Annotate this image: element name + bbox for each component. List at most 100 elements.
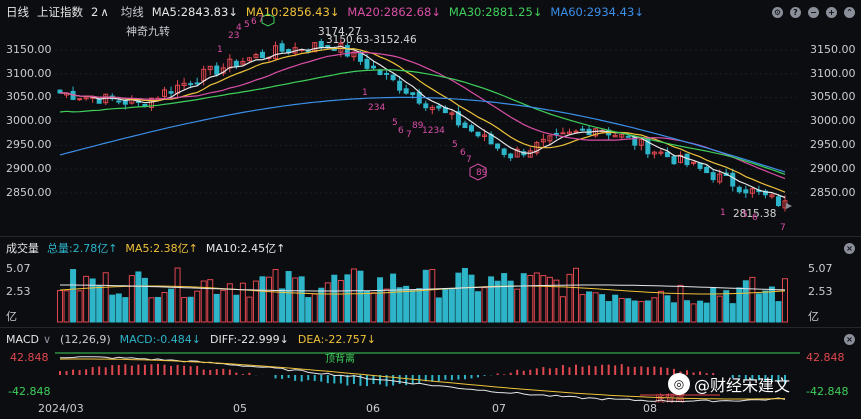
candle-body — [449, 112, 455, 115]
price-tick: 2950.00 — [6, 138, 52, 151]
help-icon[interactable]: ? — [790, 6, 801, 18]
volume-bar — [703, 302, 710, 323]
candle-body — [468, 125, 474, 132]
volume-bar — [651, 297, 658, 323]
candle-body — [318, 40, 324, 48]
volume-bar — [266, 276, 273, 323]
volume-bar — [403, 285, 410, 323]
hexagon-icon — [469, 163, 487, 181]
volume-bar — [246, 296, 253, 323]
candle-body — [638, 138, 644, 146]
volume-bar — [96, 285, 103, 323]
chevron-down-icon[interactable]: ∨ — [42, 332, 52, 346]
candle-body — [691, 161, 697, 164]
volume-bar — [775, 301, 782, 323]
volume-bar — [782, 278, 788, 323]
date-tick: 07 — [492, 402, 506, 415]
index-name[interactable]: 上证指数 — [37, 5, 83, 19]
candle-body — [429, 106, 435, 111]
candle-body — [312, 42, 318, 53]
candle-body — [168, 91, 174, 94]
candle-body — [501, 148, 507, 155]
close-icon[interactable]: × — [844, 242, 855, 254]
candle-body — [455, 111, 461, 126]
volume-controls: × — [844, 242, 855, 254]
candle-body — [83, 96, 89, 100]
volume-bar — [638, 301, 645, 323]
volume-bar — [677, 284, 684, 323]
volume-bar — [259, 276, 266, 323]
chevron-up-icon[interactable]: ∧ — [100, 5, 109, 19]
period-tab[interactable]: 日线 — [6, 5, 29, 19]
plus-icon[interactable]: + — [826, 6, 837, 18]
price-tick: 2900.00 — [6, 162, 52, 175]
pane-divider — [0, 236, 861, 237]
watermark: ◎ @财经宋建文 — [668, 372, 790, 396]
volume-bar — [187, 296, 194, 323]
minus-icon[interactable]: − — [808, 6, 819, 18]
volume-bar — [331, 274, 338, 323]
volume-bar — [755, 293, 762, 323]
volume-bar — [599, 294, 606, 323]
range-annotation: 3150.63-3152.46 — [326, 34, 417, 46]
volume-bar — [520, 273, 527, 323]
volume-bar — [76, 290, 83, 323]
candle-body — [279, 43, 285, 52]
moving-average-line — [60, 51, 786, 180]
volume-bar — [350, 268, 357, 323]
macd-label[interactable]: MACD — [6, 332, 39, 346]
indicator-label[interactable]: 神奇九转 — [126, 25, 170, 38]
volume-bar — [390, 273, 397, 323]
volume-bar — [592, 292, 599, 323]
volume-bar — [141, 277, 148, 323]
candle-body — [508, 153, 514, 159]
collapse-icon[interactable]: ⌃ — [844, 6, 855, 18]
diff-value: DIFF:-22.999↓ — [209, 332, 289, 346]
watermark-logo-icon: ◎ — [668, 373, 690, 395]
volume-bar — [572, 267, 579, 323]
high-annotation: 3174.27 — [318, 26, 362, 38]
volume-bar — [168, 288, 175, 323]
candle-body — [697, 162, 703, 169]
candle-body — [371, 65, 377, 69]
volume-bar — [612, 294, 619, 323]
candle-body — [651, 151, 657, 155]
volume-bar — [109, 294, 116, 323]
close-icon[interactable]: × — [844, 333, 855, 345]
volume-bar — [631, 300, 638, 323]
nine-turn-label: 7 — [406, 130, 412, 140]
candle-body — [475, 131, 481, 137]
dea-line — [59, 358, 786, 400]
volume-bar — [553, 279, 560, 323]
volume-bar — [729, 303, 736, 323]
price-tick: 3050.00 — [810, 90, 856, 103]
macd-controls: × — [844, 333, 855, 345]
volume-bar — [448, 288, 455, 323]
volume-bar — [363, 290, 370, 323]
candle-body — [482, 134, 488, 138]
nine-turn-label: 1234 — [422, 126, 445, 136]
top-divergence-label: 顶背离 — [325, 354, 355, 365]
nine-turn-label: 23 — [228, 31, 239, 41]
volume-label[interactable]: 成交量 — [6, 242, 39, 255]
candle-body — [410, 92, 416, 95]
candle-body — [769, 194, 775, 198]
volume-header: 成交量 总量:2.78亿↑ MA5:2.38亿↑ MA10:2.45亿↑ × — [0, 239, 861, 257]
gear-icon[interactable]: ⚙ — [772, 6, 783, 18]
volume-bar — [618, 297, 625, 323]
macd-header: MACD ∨ (12,26,9) MACD:-0.484↓ DIFF:-22.9… — [0, 330, 861, 348]
candle-body — [162, 89, 168, 97]
volume-bar — [70, 269, 77, 323]
price-tick: 2950.00 — [810, 138, 856, 151]
volume-bar — [122, 297, 129, 323]
ma30-value: MA30:2881.25↓ — [448, 5, 543, 19]
volume-bar — [723, 290, 730, 323]
candle-body — [625, 135, 631, 138]
ma-label[interactable]: 均线 — [120, 5, 144, 19]
volume-bar — [128, 275, 135, 323]
volume-bar — [63, 290, 70, 323]
candle-body — [181, 82, 187, 86]
volume-bar — [344, 274, 351, 323]
price-tick: 3000.00 — [6, 114, 52, 127]
